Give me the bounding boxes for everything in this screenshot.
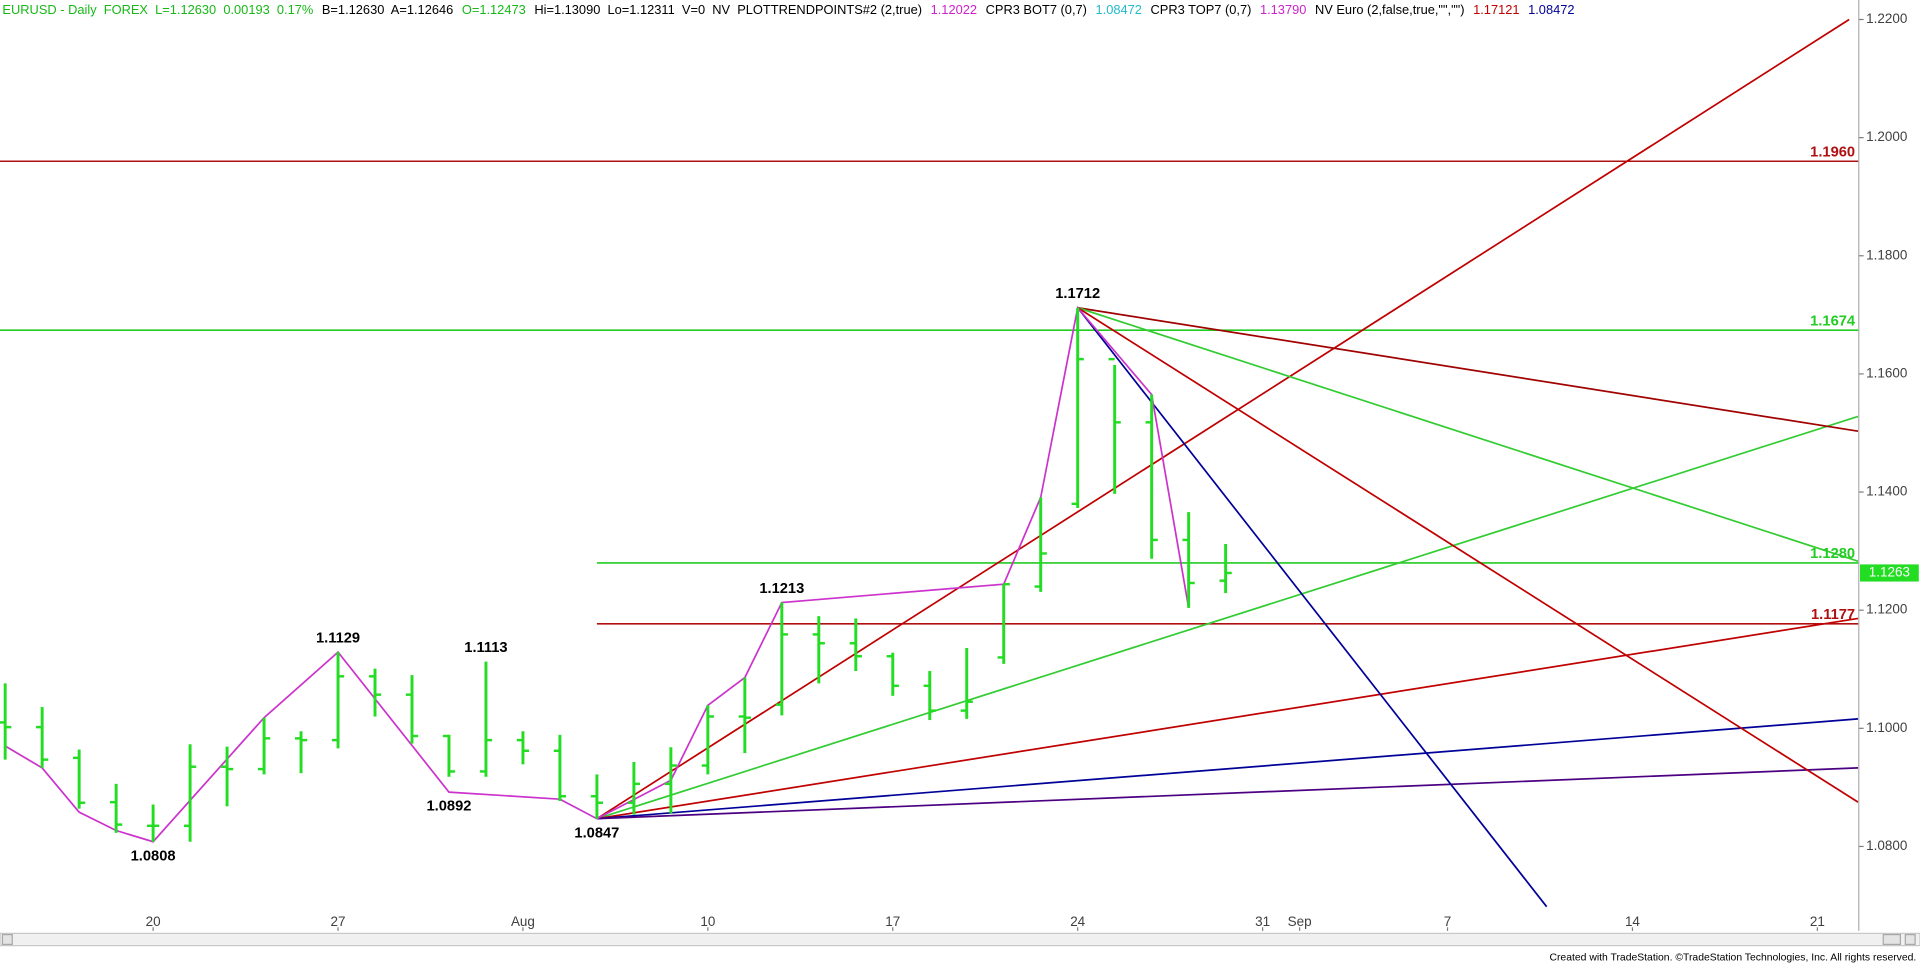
x-tick-label: Sep <box>1288 914 1312 929</box>
x-tick-label: 21 <box>1810 914 1825 929</box>
pivot-label: 1.1113 <box>464 640 507 656</box>
y-tick-label: 1.0800 <box>1866 838 1907 853</box>
scroll-thumb[interactable] <box>1882 933 1902 946</box>
x-tick-label: 10 <box>700 914 715 929</box>
trend-line <box>596 718 1859 820</box>
price-axis: 1.0800 1.1000 1.1200 1.1400 1.1600 1.1800 1.20… <box>1858 11 1919 853</box>
trend-line <box>596 617 1859 820</box>
trend-line <box>596 18 1850 820</box>
level-label: 1.1674 <box>1810 313 1856 329</box>
x-tick-label: 20 <box>146 914 161 929</box>
plot-area <box>0 18 1859 908</box>
header: EURUSD - Daily FOREX L=1.12630 0.00193 0… <box>2 2 1574 17</box>
header-item: 1.08472 <box>1528 2 1574 17</box>
header-item: NV Euro (2,false,true,"","") <box>1315 2 1465 17</box>
footer: Created with TradeStation. ©TradeStation… <box>1549 953 1916 964</box>
y-tick-label: 1.2200 <box>1866 11 1907 26</box>
y-tick-label: 1.1600 <box>1866 365 1907 380</box>
trend-line <box>596 415 1859 820</box>
header-item: B=1.12630 A=1.12646 <box>322 2 453 17</box>
x-tick-label: 31 <box>1255 914 1270 929</box>
header-item: 1.17121 <box>1473 2 1519 17</box>
pivot-label: 1.1712 <box>1055 286 1100 302</box>
header-item: EURUSD - Daily FOREX L=1.12630 0.00193 0… <box>2 2 313 17</box>
level-label: 1.1960 <box>1810 145 1855 161</box>
x-tick-label: 27 <box>331 914 346 929</box>
header-item: 1.13790 <box>1260 2 1306 17</box>
y-tick-label: 1.1400 <box>1866 484 1907 499</box>
x-tick-label: 24 <box>1070 914 1085 929</box>
pivot-label: 1.0808 <box>131 848 176 864</box>
x-tick-label: 14 <box>1625 914 1640 929</box>
header-item: 1.12022 <box>931 2 977 17</box>
pivot-label: 1.1213 <box>759 581 804 597</box>
x-tick-label: 17 <box>885 914 900 929</box>
y-tick-label: 1.2000 <box>1866 129 1907 144</box>
header-item: O=1.12473 <box>462 2 526 17</box>
header-item: CPR3 BOT7 (0,7) <box>986 2 1087 17</box>
y-tick-label: 1.1200 <box>1866 602 1907 617</box>
trend-line <box>1077 307 1859 803</box>
scroll-left[interactable] <box>1 933 13 946</box>
pivot-label: 1.1129 <box>316 631 360 647</box>
scrollbar[interactable] <box>0 932 1920 947</box>
header-item: CPR3 TOP7 (0,7) <box>1151 2 1252 17</box>
last-price-box <box>1860 564 1919 582</box>
header-item: 1.08472 <box>1096 2 1142 17</box>
x-tick-label: 7 <box>1444 914 1451 929</box>
header-item: Hi=1.13090 Lo=1.12311 V=0 NV PLOTTRENDPO… <box>534 2 922 17</box>
y-tick-label: 1.1000 <box>1866 720 1907 735</box>
trend-line <box>1077 307 1548 908</box>
pivot-label: 1.0892 <box>427 799 472 815</box>
level-label: 1.1280 <box>1810 546 1855 562</box>
trend-line <box>1077 306 1859 562</box>
scroll-right[interactable] <box>1904 933 1916 946</box>
y-tick-label: 1.1800 <box>1866 247 1907 262</box>
scroll-track[interactable] <box>0 932 1920 947</box>
x-tick-label: Aug <box>511 914 535 929</box>
trend-line <box>596 767 1859 820</box>
trend-line <box>1077 306 1859 433</box>
pivot-label: 1.0847 <box>574 825 619 841</box>
level-label: 1.1177 <box>1811 607 1855 623</box>
last-price-label: 1.1263 <box>1869 565 1910 580</box>
